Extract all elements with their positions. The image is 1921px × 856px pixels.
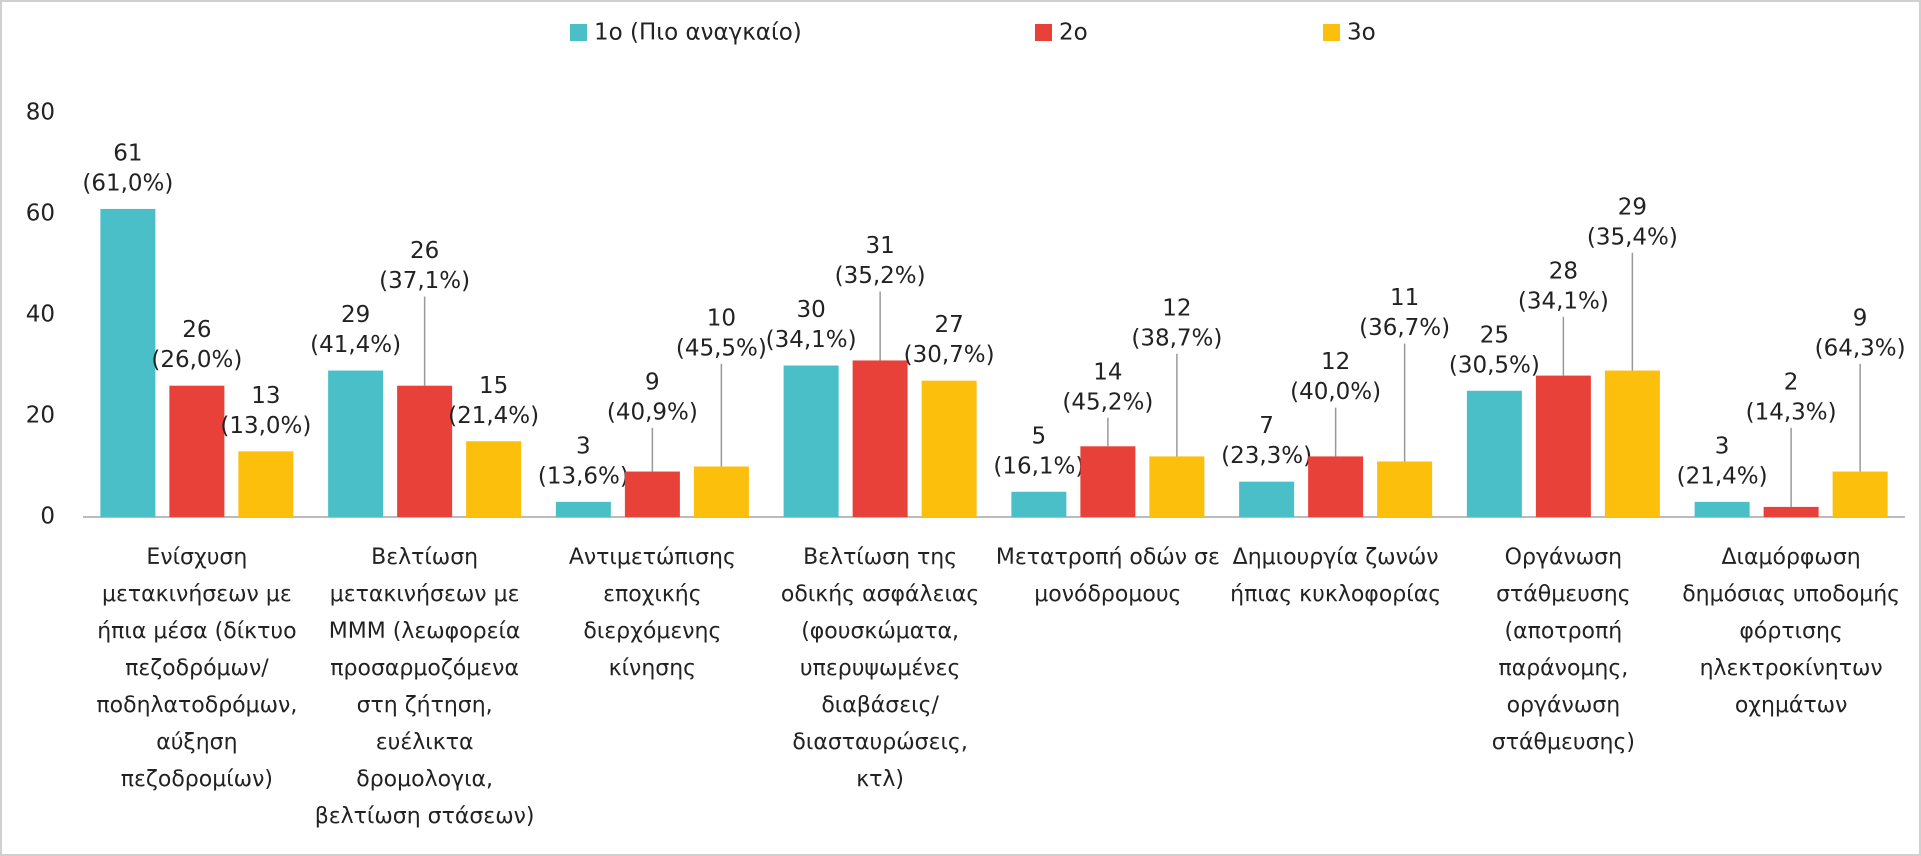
- bar: [1763, 506, 1819, 517]
- data-label: 9: [645, 369, 660, 395]
- bar: [852, 360, 908, 517]
- data-label-share: (41,4%): [310, 332, 401, 358]
- legend-swatch: [570, 24, 587, 41]
- data-label-share: (40,9%): [607, 399, 698, 425]
- data-label: 10: [707, 305, 736, 331]
- data-label-share: (13,0%): [220, 413, 311, 439]
- legend-swatch: [1035, 24, 1052, 41]
- data-label-share: (38,7%): [1131, 325, 1222, 351]
- data-label: 27: [934, 312, 963, 338]
- x-tick-label: Αντιμετώπισης εποχικής διερχόμενης κίνησ…: [568, 545, 736, 681]
- data-label: 7: [1259, 413, 1274, 439]
- data-label: 11: [1390, 285, 1419, 311]
- data-label: 3: [1715, 433, 1730, 459]
- x-tick-label: Δημιουργία ζωνών ήπιας κυκλοφορίας: [1230, 545, 1442, 607]
- bar: [693, 466, 749, 517]
- data-label: 26: [182, 317, 211, 343]
- bar: [1308, 456, 1364, 517]
- bar: [783, 365, 839, 517]
- data-label-share: (21,4%): [1677, 463, 1768, 489]
- data-label: 26: [410, 238, 439, 264]
- bar: [1604, 370, 1660, 517]
- bar: [1535, 375, 1591, 517]
- x-tick-label: Βελτίωση της οδικής ασφάλειας (φουσκώματ…: [780, 545, 980, 792]
- data-label: 25: [1480, 322, 1509, 348]
- data-label: 5: [1032, 423, 1047, 449]
- bar: [624, 471, 680, 517]
- bar: [238, 451, 294, 517]
- data-label-share: (21,4%): [448, 403, 539, 429]
- x-tick-label: Ενίσχυση μετακινήσεων με ήπια μέσα (δίκτ…: [96, 545, 298, 792]
- data-label-share: (35,4%): [1587, 224, 1678, 250]
- data-label-share: (30,5%): [1449, 352, 1540, 378]
- x-tick-label: Οργάνωση στάθμευσης (αποτροπή παράνομης,…: [1491, 545, 1635, 755]
- x-tick-label: Βελτίωση μετακινήσεων με ΜΜΜ (λεωφορεία …: [314, 545, 535, 829]
- bar: [1149, 456, 1205, 517]
- x-tick-label: Διαμόρφωση δημόσιας υποδομής φόρτισης ηλ…: [1682, 545, 1901, 718]
- data-label-share: (45,2%): [1062, 389, 1153, 415]
- legend-label: 2ο: [1059, 20, 1088, 46]
- x-tick-label: Μετατροπή οδών σε μονόδρομους: [995, 545, 1220, 607]
- data-label: 30: [796, 297, 825, 323]
- bar: [1011, 491, 1067, 517]
- data-label-share: (26,0%): [151, 347, 242, 373]
- bar: [100, 208, 156, 517]
- data-label-share: (35,2%): [835, 263, 926, 289]
- data-label-share: (23,3%): [1221, 443, 1312, 469]
- data-label-share: (36,7%): [1359, 315, 1450, 341]
- bar: [555, 501, 611, 517]
- data-label: 13: [251, 383, 280, 409]
- data-label: 2: [1784, 369, 1799, 395]
- data-label-share: (16,1%): [993, 453, 1084, 479]
- y-tick-label: 20: [26, 403, 55, 429]
- bar: [169, 385, 225, 517]
- data-label: 29: [341, 302, 370, 328]
- y-tick-label: 40: [26, 302, 55, 328]
- data-label-share: (30,7%): [904, 342, 995, 368]
- data-label: 31: [865, 233, 894, 259]
- legend-label: 3ο: [1347, 20, 1376, 46]
- bar: [1694, 501, 1750, 517]
- legend-label: 1ο (Πιο αναγκαίο): [594, 20, 802, 46]
- bar: [921, 380, 977, 517]
- data-label: 61: [113, 140, 142, 166]
- y-tick-label: 80: [26, 100, 55, 126]
- bar: [1080, 446, 1136, 517]
- data-label: 9: [1853, 305, 1868, 331]
- y-tick-label: 60: [26, 201, 55, 227]
- data-label: 28: [1549, 258, 1578, 284]
- bar: [1832, 471, 1888, 517]
- data-label-share: (61,0%): [82, 170, 173, 196]
- data-label-share: (40,0%): [1290, 379, 1381, 405]
- data-label-share: (14,3%): [1746, 399, 1837, 425]
- bar: [397, 385, 453, 517]
- bar: [466, 441, 522, 517]
- data-label-share: (13,6%): [538, 463, 629, 489]
- legend-swatch: [1323, 24, 1340, 41]
- data-label-share: (34,1%): [766, 327, 857, 353]
- bar: [1377, 461, 1433, 517]
- data-label: 14: [1093, 359, 1122, 385]
- data-label-share: (64,3%): [1815, 335, 1906, 361]
- data-label-share: (37,1%): [379, 268, 470, 294]
- bar: [1239, 481, 1295, 517]
- data-label: 12: [1162, 295, 1191, 321]
- bar: [1466, 390, 1522, 517]
- bar: [328, 370, 384, 517]
- data-label: 15: [479, 373, 508, 399]
- data-label-share: (34,1%): [1518, 288, 1609, 314]
- data-label: 12: [1321, 349, 1350, 375]
- data-label: 29: [1618, 194, 1647, 220]
- y-tick-label: 0: [40, 504, 55, 530]
- data-label-share: (45,5%): [676, 335, 767, 361]
- data-label: 3: [576, 433, 591, 459]
